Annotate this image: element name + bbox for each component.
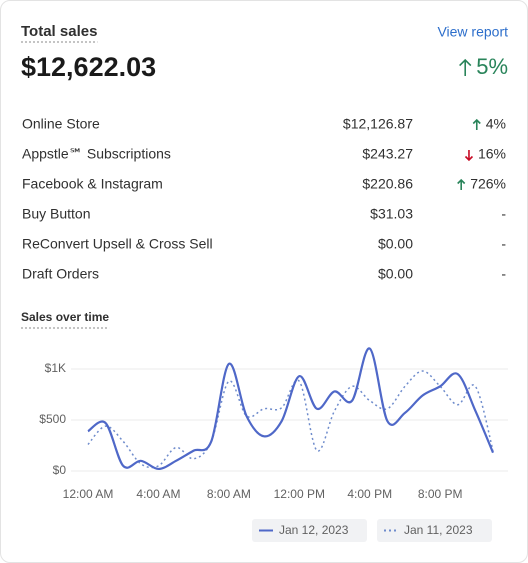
trend-arrow [464,150,474,162]
trend-arrow [472,118,481,130]
channel-name: ReConvert Upsell & Cross Sell [22,236,213,252]
channel-change: - [501,236,506,252]
channel-change: - [501,266,506,282]
channel-amount: $0.00 [378,236,413,252]
channel-amount: $12,126.87 [343,116,413,132]
legend-label: Jan 11, 2023 [404,523,473,537]
x-tick-label: 12:00 PM [274,487,325,501]
channel-name: Appstle℠ Subscriptions [22,146,171,162]
channel-change: - [501,206,506,222]
y-tick-label: $0 [53,463,67,477]
series-line [87,370,494,469]
channel-amount: $220.86 [362,176,413,192]
channel-name: Facebook & Instagram [22,176,163,192]
channel-name: Buy Button [22,206,91,222]
y-tick-label: $500 [39,412,66,426]
y-tick-label: $1K [45,361,66,375]
x-tick-label: 8:00 AM [207,487,251,501]
legend-item [377,519,492,542]
card-title: Total sales [21,23,97,40]
series-line [87,347,495,471]
channel-change: 16% [478,146,506,162]
legend-label: Jan 12, 2023 [279,523,349,537]
x-tick-label: 8:00 PM [418,487,463,501]
total-amount: $12,622.03 [21,52,156,82]
chart-title: Sales over time [21,310,109,324]
x-tick-label: 4:00 AM [136,487,180,501]
channel-amount: $0.00 [378,266,413,282]
total-change: 5% [476,54,508,79]
channel-name: Online Store [22,116,100,132]
channel-name: Draft Orders [22,266,99,282]
legend-item [252,519,367,542]
x-tick-label: 4:00 PM [347,487,392,501]
x-tick-label: 12:00 AM [63,487,114,501]
channel-amount: $243.27 [362,146,413,162]
trend-arrow [459,58,472,76]
channel-change: 726% [470,176,506,192]
channel-change: 4% [486,116,506,132]
view-report-link[interactable]: View report [437,24,508,40]
channel-amount: $31.03 [370,206,413,222]
trend-arrow [457,178,466,190]
